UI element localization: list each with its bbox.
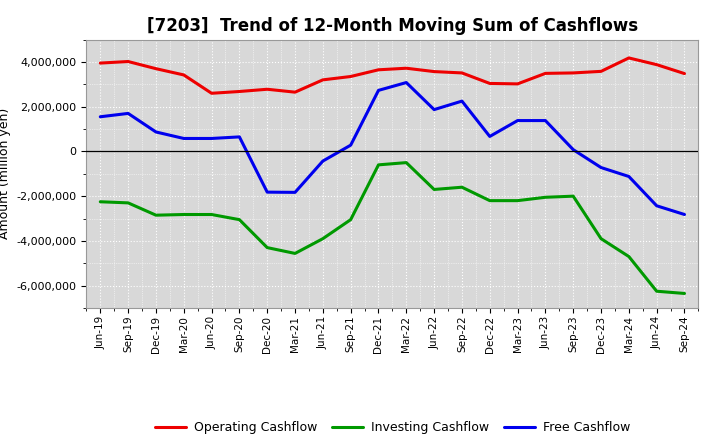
Investing Cashflow (346, 217, 355, 222)
Operating Cashflow (152, 66, 161, 71)
Free Cashflow (152, 129, 161, 135)
Operating Cashflow (374, 67, 383, 73)
Free Cashflow (96, 114, 104, 119)
Free Cashflow (124, 111, 132, 116)
Operating Cashflow (263, 87, 271, 92)
Line: Operating Cashflow: Operating Cashflow (100, 58, 685, 93)
Line: Investing Cashflow: Investing Cashflow (100, 163, 685, 293)
Investing Cashflow (458, 185, 467, 190)
Free Cashflow (374, 88, 383, 93)
Operating Cashflow (624, 55, 633, 61)
Investing Cashflow (124, 200, 132, 205)
Operating Cashflow (597, 69, 606, 74)
Investing Cashflow (624, 254, 633, 259)
Legend: Operating Cashflow, Investing Cashflow, Free Cashflow: Operating Cashflow, Investing Cashflow, … (150, 416, 635, 439)
Operating Cashflow (652, 62, 661, 67)
Investing Cashflow (96, 199, 104, 205)
Investing Cashflow (374, 162, 383, 168)
Investing Cashflow (597, 236, 606, 241)
Line: Free Cashflow: Free Cashflow (100, 83, 685, 215)
Free Cashflow (291, 190, 300, 195)
Free Cashflow (513, 118, 522, 123)
Free Cashflow (346, 143, 355, 148)
Free Cashflow (485, 134, 494, 139)
Operating Cashflow (318, 77, 327, 82)
Investing Cashflow (291, 251, 300, 256)
Operating Cashflow (207, 91, 216, 96)
Investing Cashflow (652, 289, 661, 294)
Operating Cashflow (124, 59, 132, 64)
Investing Cashflow (263, 245, 271, 250)
Operating Cashflow (402, 66, 410, 71)
Free Cashflow (430, 107, 438, 112)
Investing Cashflow (513, 198, 522, 203)
Investing Cashflow (152, 213, 161, 218)
Y-axis label: Amount (million yen): Amount (million yen) (0, 108, 11, 239)
Investing Cashflow (541, 194, 550, 200)
Free Cashflow (318, 158, 327, 164)
Investing Cashflow (235, 217, 243, 222)
Free Cashflow (652, 203, 661, 209)
Operating Cashflow (569, 70, 577, 76)
Investing Cashflow (207, 212, 216, 217)
Operating Cashflow (458, 70, 467, 76)
Investing Cashflow (485, 198, 494, 203)
Free Cashflow (624, 174, 633, 179)
Free Cashflow (541, 118, 550, 123)
Investing Cashflow (402, 160, 410, 165)
Operating Cashflow (96, 60, 104, 66)
Investing Cashflow (680, 291, 689, 296)
Investing Cashflow (430, 187, 438, 192)
Operating Cashflow (485, 81, 494, 86)
Operating Cashflow (680, 71, 689, 76)
Free Cashflow (179, 136, 188, 141)
Free Cashflow (402, 80, 410, 85)
Operating Cashflow (291, 89, 300, 95)
Operating Cashflow (346, 74, 355, 79)
Investing Cashflow (569, 194, 577, 199)
Investing Cashflow (179, 212, 188, 217)
Investing Cashflow (318, 236, 327, 241)
Free Cashflow (207, 136, 216, 141)
Free Cashflow (569, 147, 577, 152)
Operating Cashflow (179, 72, 188, 77)
Operating Cashflow (541, 71, 550, 76)
Free Cashflow (597, 165, 606, 170)
Operating Cashflow (430, 69, 438, 74)
Free Cashflow (263, 190, 271, 195)
Free Cashflow (235, 134, 243, 139)
Operating Cashflow (513, 81, 522, 87)
Free Cashflow (458, 99, 467, 104)
Title: [7203]  Trend of 12-Month Moving Sum of Cashflows: [7203] Trend of 12-Month Moving Sum of C… (147, 17, 638, 35)
Free Cashflow (680, 212, 689, 217)
Operating Cashflow (235, 89, 243, 94)
